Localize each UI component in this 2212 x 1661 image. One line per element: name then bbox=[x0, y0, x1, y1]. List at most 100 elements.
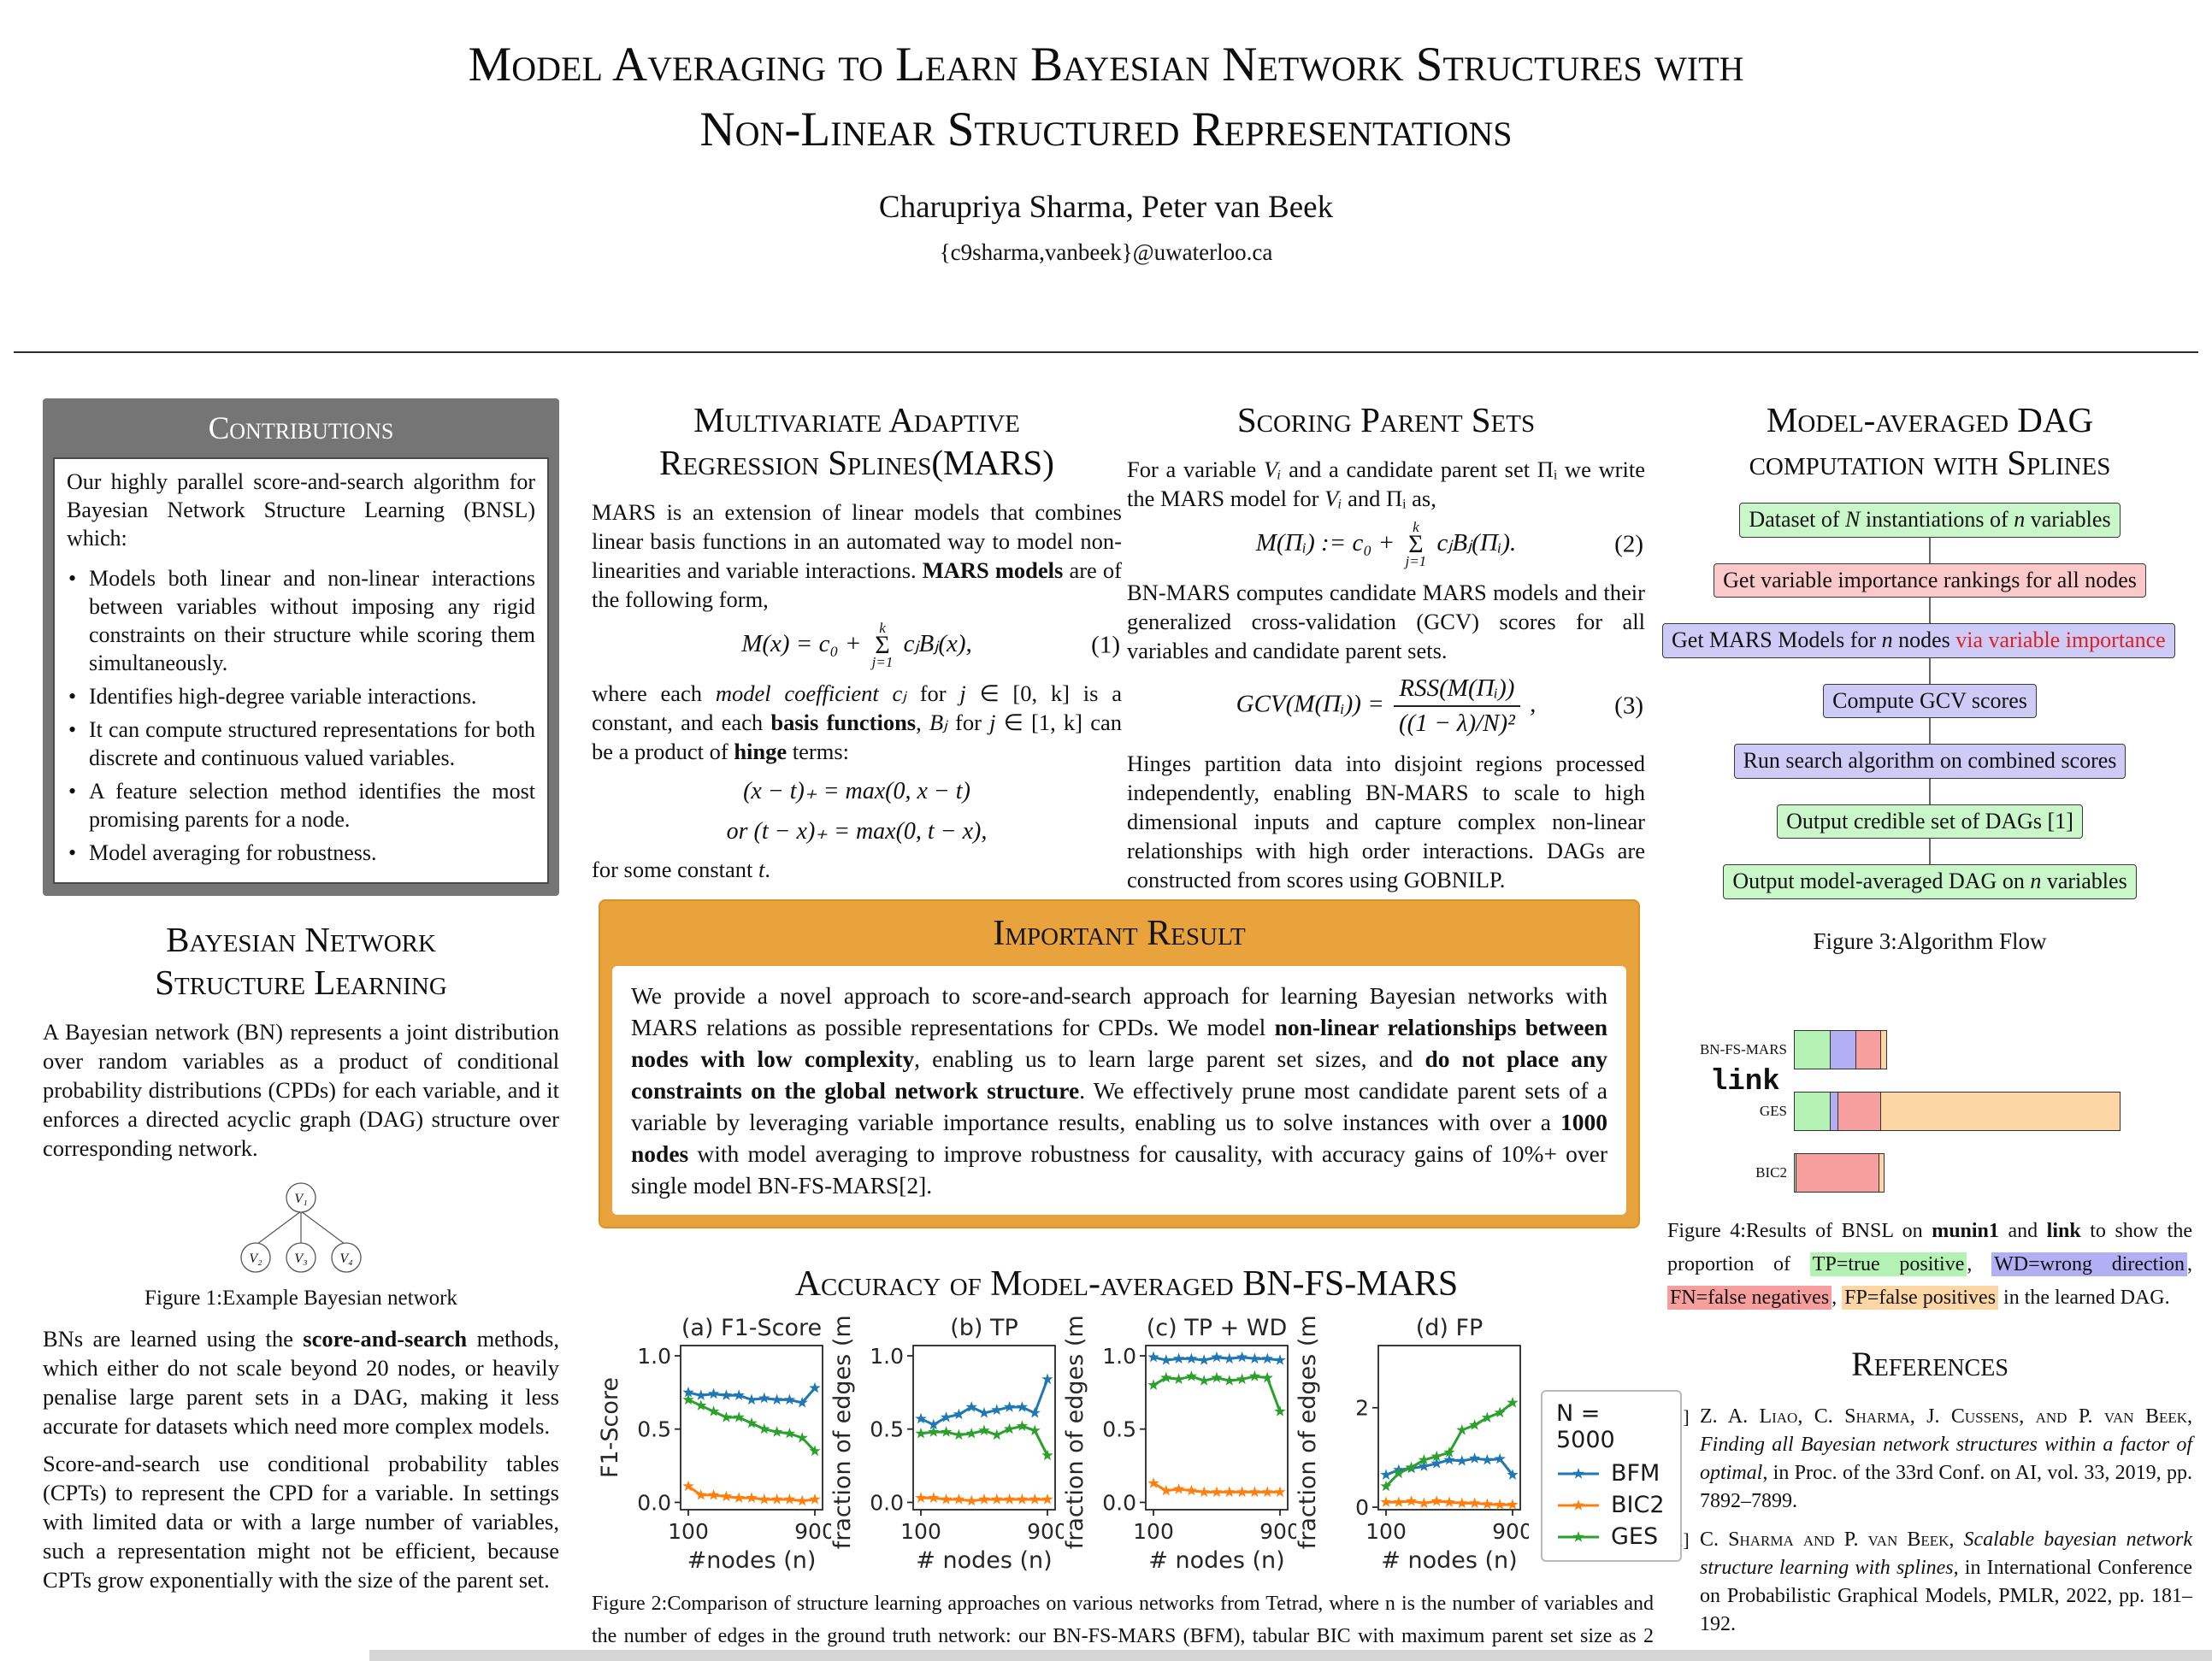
figure4-chart: BN-FS-MARS GES BIC2 link bbox=[1667, 1029, 2192, 1193]
bar-segment-fn bbox=[1856, 1029, 1881, 1069]
legend-entries: BFM BIC2 GES bbox=[1556, 1460, 1665, 1550]
bar-segment-fp bbox=[1881, 1029, 1887, 1069]
contributions-panel: Contributions Our highly parallel score-… bbox=[43, 398, 559, 896]
contributions-intro: Our highly parallel score-and-search alg… bbox=[67, 469, 535, 551]
figure1: V₁ V₂ V₃ V₄ Figure 1:Example Bayesian ne… bbox=[43, 1175, 559, 1311]
text-run: and bbox=[1998, 1219, 2047, 1242]
text-run: C. Sharma and P. van Beek bbox=[1700, 1528, 1950, 1551]
bn-edge bbox=[300, 1210, 345, 1245]
text-run: j bbox=[989, 710, 996, 736]
bn-node-label: V₁ bbox=[294, 1192, 307, 1206]
svg-text:fraction of edges (m): fraction of edges (m) bbox=[1296, 1315, 1321, 1549]
svg-text:(c) TP + WD: (c) TP + WD bbox=[1147, 1315, 1288, 1341]
legend-entry: BIC2 bbox=[1556, 1492, 1665, 1518]
bullet-item: Model averaging for robustness. bbox=[68, 839, 535, 867]
text-run: n bbox=[2014, 507, 2026, 533]
title-block: Model Averaging to Learn Bayesian Networ… bbox=[0, 32, 2212, 266]
column-1: Contributions Our highly parallel score-… bbox=[43, 398, 559, 1603]
email-line: {c9sharma,vanbeek}@uwaterloo.ca bbox=[939, 239, 1273, 265]
text-run: to show the proportion of bbox=[1667, 1219, 2192, 1275]
svg-text:1.0: 1.0 bbox=[637, 1344, 671, 1369]
chart-f1-score: (a) F1-Score 0.0 0.5 1.0 100 900 #nodes (n) F1-… bbox=[597, 1315, 835, 1577]
references-heading: References bbox=[1851, 1344, 2008, 1383]
flow-box: Dataset of N instantiations of n variabl… bbox=[1739, 503, 2121, 538]
text-run: Vᵢ bbox=[1264, 456, 1282, 483]
svg-text:0.5: 0.5 bbox=[870, 1417, 904, 1442]
text-run: and a candidate parent set Πᵢ we write t… bbox=[1127, 456, 1645, 512]
bullet-item: It can compute structured representation… bbox=[68, 716, 535, 772]
chart-fp: (d) FP 0 2 100 900 # nodes (n) fraction of edg… bbox=[1295, 1306, 1533, 1577]
text-run: t bbox=[758, 856, 765, 882]
text-run: , bbox=[1832, 1286, 1843, 1309]
figure3-caption: Figure 3:Algorithm Flow bbox=[1813, 928, 2047, 954]
text-run: 1000 nodes bbox=[631, 1109, 1607, 1167]
text-run: ∈ [0, k] is a constant, and each bbox=[592, 680, 1122, 736]
text-run: basis functions bbox=[770, 710, 917, 736]
bar-label: BIC2 bbox=[1755, 1163, 1787, 1181]
text-run: ∈ [1, k] can be a product of bbox=[592, 710, 1122, 765]
hinge-equation-2: or (t − x)₊ = max(0, t − x), bbox=[726, 818, 988, 845]
text-run: variables bbox=[2041, 869, 2127, 894]
column-2: Multivariate Adaptive Regression Splines… bbox=[592, 398, 1122, 892]
algorithm-flowchart: Dataset of N instantiations of n variabl… bbox=[1662, 503, 2192, 899]
text-run: Scalable bayesian network structure lear… bbox=[1700, 1528, 2192, 1579]
text-run: WD=wrong direction bbox=[1991, 1252, 2187, 1276]
text-run: j bbox=[959, 680, 966, 707]
svg-text:1.0: 1.0 bbox=[870, 1344, 904, 1369]
sum-operator: k Σ j=1 bbox=[1405, 519, 1427, 569]
text-run: N bbox=[1845, 507, 1861, 533]
legend-label: GES bbox=[1611, 1523, 1659, 1550]
column-3: Scoring Parent Sets For a variable Vᵢ an… bbox=[1127, 398, 1645, 903]
bar-segment-wd bbox=[1831, 1029, 1856, 1069]
legend-entry: GES bbox=[1556, 1523, 1665, 1550]
svg-text:100: 100 bbox=[1133, 1519, 1174, 1544]
stacked-bars: BN-FS-MARS GES BIC2 bbox=[1667, 1029, 2192, 1193]
bar-segment-fn bbox=[1838, 1091, 1881, 1131]
text-run: , enabling us to learn large parent set … bbox=[914, 1045, 1425, 1072]
figure4-caption: Figure 4:Results of BNSL on munin1 and l… bbox=[1667, 1215, 2192, 1315]
text-run: We provide a novel approach to score-and… bbox=[631, 982, 1607, 1040]
stacked-bar bbox=[1794, 1091, 2121, 1131]
svg-text:900: 900 bbox=[1027, 1519, 1064, 1544]
equation-3: GCV(M(Πᵢ)) = RSS(M(Πᵢ)) ((1 − λ)/N)² , (… bbox=[1236, 674, 1643, 738]
text-run: instantiations of bbox=[1860, 507, 2014, 533]
legend-swatch bbox=[1558, 1467, 1599, 1479]
svg-text:0.0: 0.0 bbox=[637, 1490, 671, 1515]
svg-text:0: 0 bbox=[1355, 1495, 1369, 1520]
sum-operator: k Σ j=1 bbox=[871, 620, 894, 670]
svg-text:(b) TP: (b) TP bbox=[950, 1315, 1018, 1341]
text-run: Output model-averaged DAG on bbox=[1732, 869, 2031, 894]
chart-svg: (b) TP 0.0 0.5 1.0 100 900 # nodes (n) fraction… bbox=[829, 1306, 1068, 1574]
reference-item-2: [2] C. Sharma and P. van Beek, Scalable … bbox=[1667, 1526, 2192, 1639]
text-run: where each bbox=[592, 680, 716, 707]
svg-text:900: 900 bbox=[1259, 1519, 1296, 1544]
legend-label: BFM bbox=[1611, 1460, 1660, 1487]
stacked-bar bbox=[1794, 1029, 1887, 1069]
bn-node bbox=[331, 1242, 362, 1273]
svg-text:100: 100 bbox=[900, 1519, 941, 1544]
section-heading-scoring: Scoring Parent Sets bbox=[1236, 400, 1536, 439]
svg-text:(a) F1-Score: (a) F1-Score bbox=[681, 1315, 822, 1341]
chart-tp-wd: (c) TP + WD 0.0 0.5 1.0 100 900 # nodes (n) fra… bbox=[1062, 1306, 1301, 1577]
svg-text:# nodes (n): # nodes (n) bbox=[1381, 1547, 1517, 1573]
bn-node-label: V₃ bbox=[294, 1252, 307, 1266]
text-run: munin1 bbox=[1932, 1219, 1999, 1242]
svg-text:0.5: 0.5 bbox=[637, 1417, 671, 1442]
text-run: Finding all Bayesian network structures … bbox=[1700, 1433, 2192, 1484]
chart-tp: (b) TP 0.0 0.5 1.0 100 900 # nodes (n) fraction… bbox=[829, 1306, 1068, 1577]
scoring-paragraph-3: Hinges partition data into disjoint regi… bbox=[1127, 750, 1645, 892]
svg-text:2: 2 bbox=[1355, 1396, 1369, 1421]
svg-text:# nodes (n): # nodes (n) bbox=[916, 1547, 1052, 1573]
bar-segment-fp bbox=[1879, 1152, 1885, 1193]
svg-text:fraction of edges (m): fraction of edges (m) bbox=[1064, 1315, 1088, 1549]
bn-edge bbox=[257, 1210, 302, 1245]
svg-text:#nodes (n): #nodes (n) bbox=[687, 1547, 817, 1573]
legend-swatch bbox=[1558, 1499, 1599, 1511]
flow-connector bbox=[1929, 718, 1931, 745]
bar-segment-wd bbox=[1831, 1091, 1838, 1131]
chart-legend: N = 5000 BFM BIC2 GES bbox=[1541, 1390, 1682, 1562]
text-run: n bbox=[1881, 627, 1893, 653]
bnsl-paragraph-1: A Bayesian network (BN) represents a joi… bbox=[43, 1019, 559, 1162]
svg-text:(d) FP: (d) FP bbox=[1416, 1315, 1484, 1341]
chart-svg: (c) TP + WD 0.0 0.5 1.0 100 900 # nodes (n) fra… bbox=[1062, 1306, 1301, 1574]
